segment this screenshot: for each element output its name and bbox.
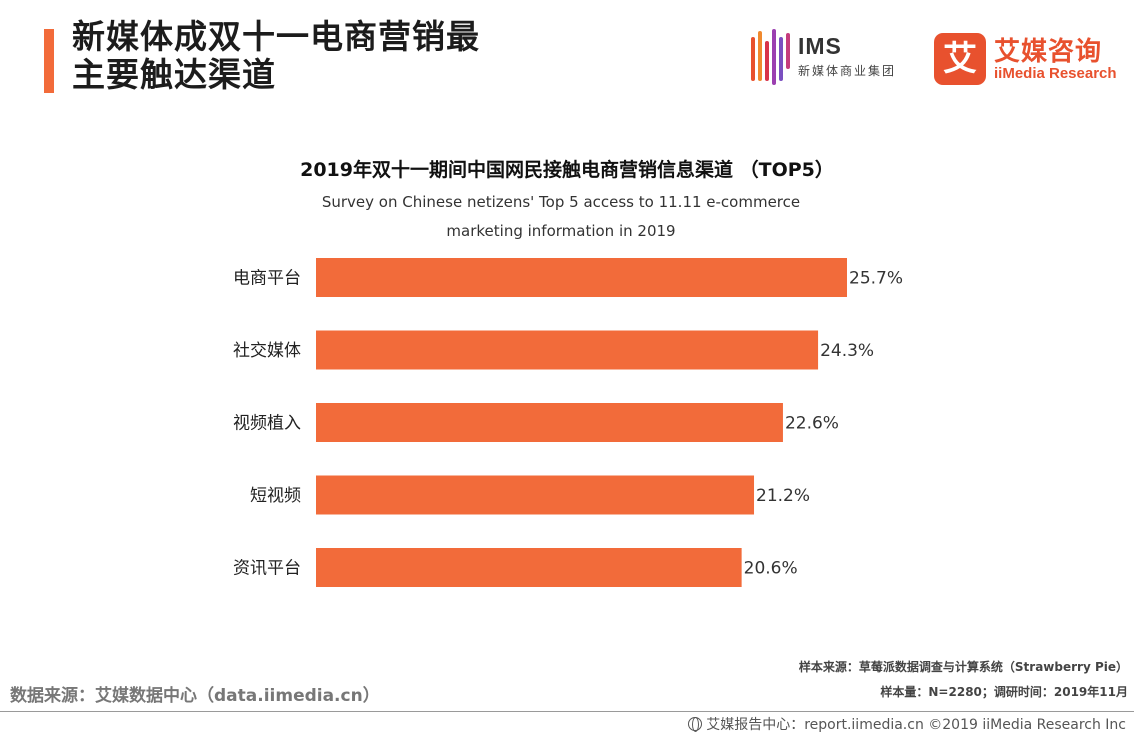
bar-2 <box>316 330 819 370</box>
category-label-3: 视频植入 <box>233 414 301 434</box>
chart-title: 2019年双十一期间中国网民接触电商营销信息渠道 （TOP5） <box>300 159 834 181</box>
imedia-logo: 艾 艾媒咨询 iiMedia Research <box>934 33 1124 85</box>
footer-text: 艾媒报告中心：report.iimedia.cn ©2019 iiMedia R… <box>706 717 1126 733</box>
page-title-line1: 新媒体成双十一电商营销最 <box>72 17 480 56</box>
value-label-5: 20.6% <box>744 559 798 579</box>
ims-stripes-icon <box>751 29 790 85</box>
imedia-name-cn: 艾媒咨询 <box>994 37 1103 67</box>
value-label-4: 21.2% <box>756 486 810 506</box>
category-label-5: 资讯平台 <box>233 559 301 579</box>
chart-subtitle-line1: Survey on Chinese netizens' Top 5 access… <box>321 193 801 211</box>
ims-logo: IMS 新媒体商业集团 <box>750 27 925 85</box>
globe-icon <box>688 717 703 732</box>
sample-source-note: 样本来源：草莓派数据调查与计算系统（Strawberry Pie） <box>798 660 1128 674</box>
value-label-3: 22.6% <box>785 414 839 434</box>
category-label-2: 社交媒体 <box>233 341 301 361</box>
ims-name: IMS <box>798 33 842 59</box>
ims-subtitle: 新媒体商业集团 <box>798 64 897 78</box>
bar-1 <box>316 258 847 297</box>
bar-3 <box>316 403 783 442</box>
chart-subtitle-line2: marketing information in 2019 <box>446 222 676 240</box>
page-title-line2: 主要触达渠道 <box>72 55 276 94</box>
bar-5 <box>316 548 742 587</box>
value-label-1: 25.7% <box>849 269 903 289</box>
title-accent-bar <box>44 29 54 93</box>
imedia-name-en: iiMedia Research <box>994 65 1117 82</box>
value-label-2: 24.3% <box>820 341 874 361</box>
footer: 艾媒报告中心：report.iimedia.cn ©2019 iiMedia R… <box>688 714 1126 734</box>
footer-divider <box>0 711 1134 712</box>
category-label-4: 短视频 <box>250 486 301 506</box>
category-label-1: 电商平台 <box>233 269 301 289</box>
imedia-mark-icon: 艾 <box>934 33 986 85</box>
data-source: 数据来源：艾媒数据中心（data.iimedia.cn） <box>10 686 380 706</box>
page-title: 新媒体成双十一电商营销最 主要触达渠道 <box>72 18 552 94</box>
chart-subtitle: Survey on Chinese netizens' Top 5 access… <box>311 188 811 246</box>
bar-4 <box>316 475 755 515</box>
sample-size-note: 样本量：N=2280；调研时间：2019年11月 <box>880 685 1128 699</box>
